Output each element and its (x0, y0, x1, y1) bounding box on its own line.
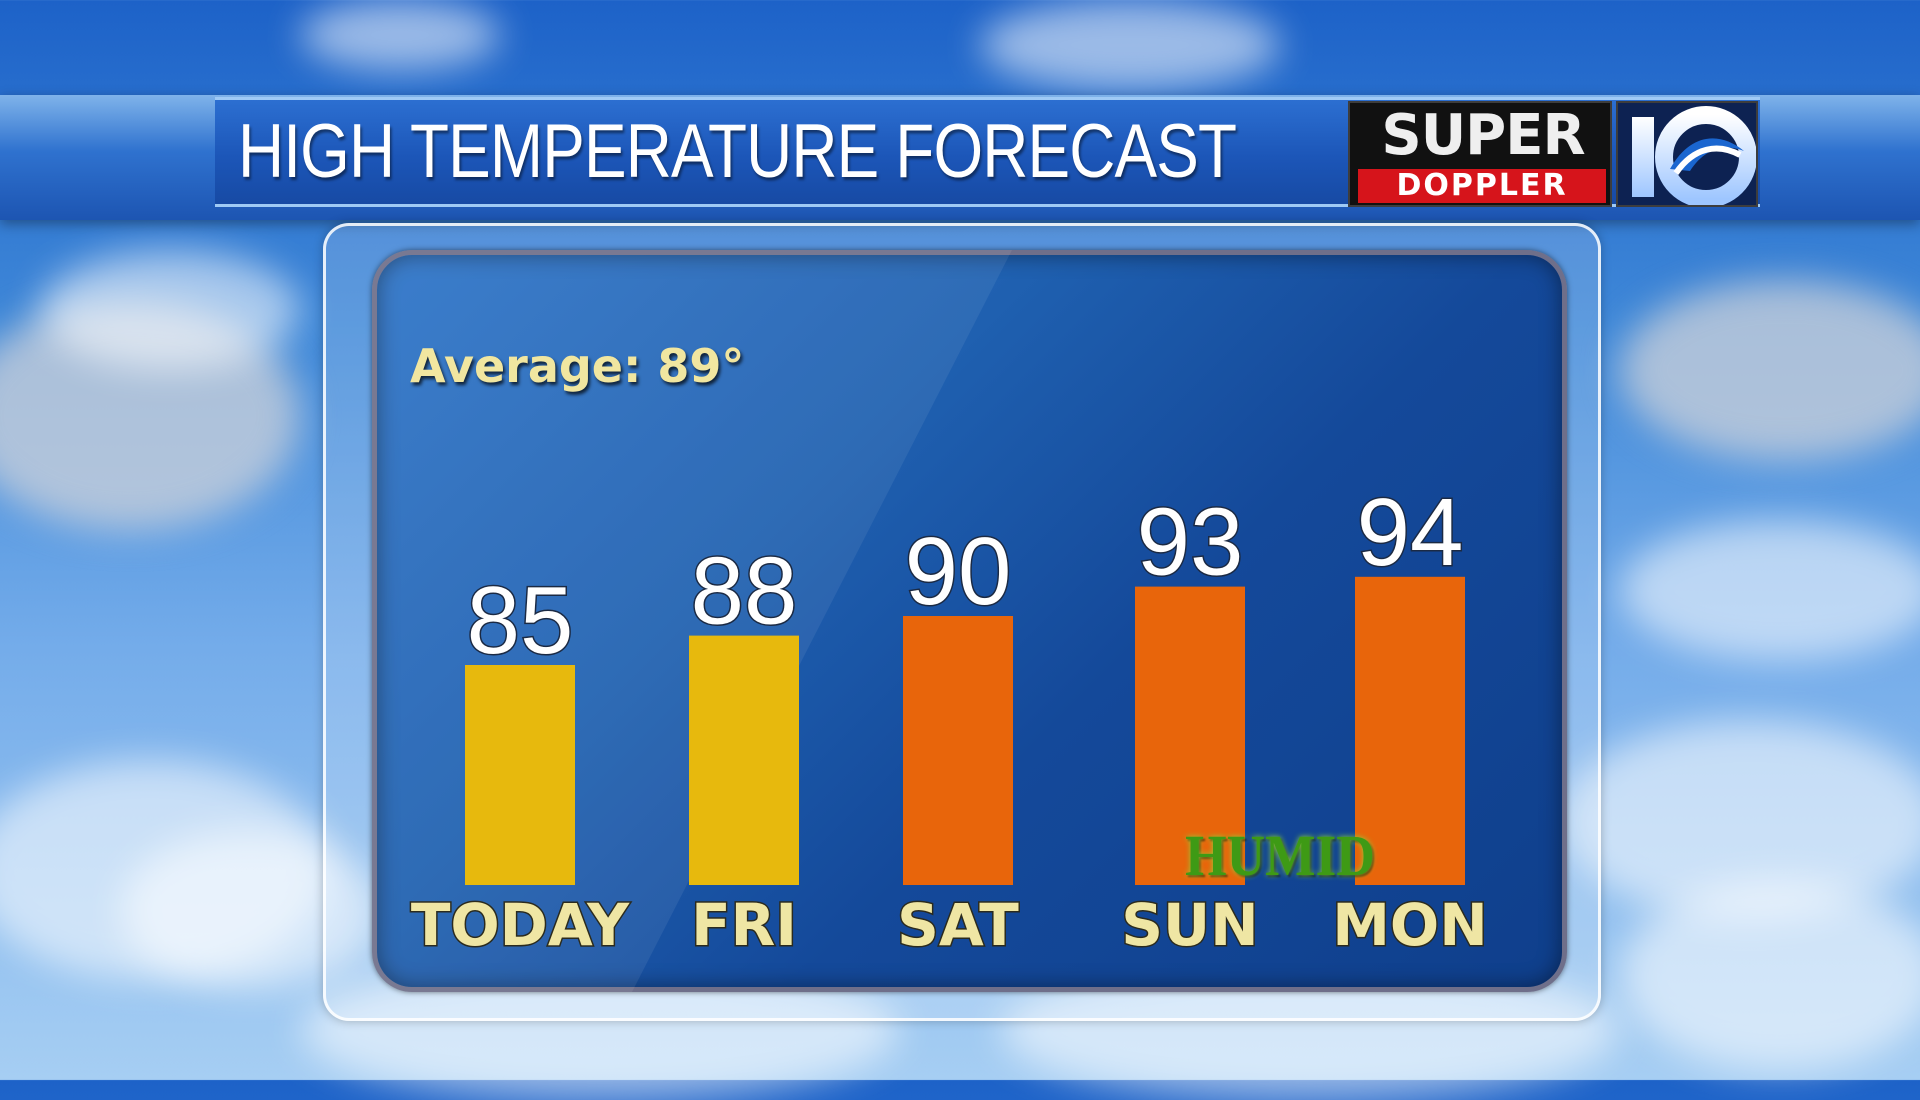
logo-doppler-text: DOPPLER (1358, 169, 1606, 203)
value-label-today: 85 (467, 567, 574, 674)
bar-fri (689, 635, 799, 885)
channel-10-wave-icon (1618, 103, 1756, 205)
station-logo: SUPER DOPPLER (1348, 101, 1758, 207)
logo-channel-block (1616, 101, 1758, 207)
value-label-sun: 93 (1137, 489, 1244, 596)
value-label-fri: 88 (691, 538, 798, 645)
category-label-sun: SUN (1121, 891, 1258, 959)
page-title: HIGH TEMPERATURE FORECAST (238, 109, 1237, 194)
logo-super-text: SUPER (1381, 103, 1585, 168)
category-label-today: TODAY (411, 891, 630, 959)
bar-today (465, 665, 575, 885)
bar-mon (1355, 576, 1465, 885)
bar-sat (903, 616, 1013, 885)
value-label-group: 85 88 90 93 94 (465, 477, 1465, 675)
value-label-sat: 90 (905, 518, 1012, 625)
bar-sun (1135, 586, 1245, 885)
category-label-sat: SAT (897, 891, 1019, 959)
bar-group (465, 576, 1465, 885)
average-label: Average: 89° (410, 339, 745, 393)
logo-left-block: SUPER DOPPLER (1348, 101, 1612, 207)
value-label-mon: 94 (1357, 479, 1464, 586)
category-label-group: TODAY FRI SAT SUN MON (409, 890, 1489, 961)
humid-annotation: HUMID (1185, 823, 1375, 888)
category-label-fri: FRI (691, 891, 797, 959)
category-label-mon: MON (1332, 891, 1488, 959)
